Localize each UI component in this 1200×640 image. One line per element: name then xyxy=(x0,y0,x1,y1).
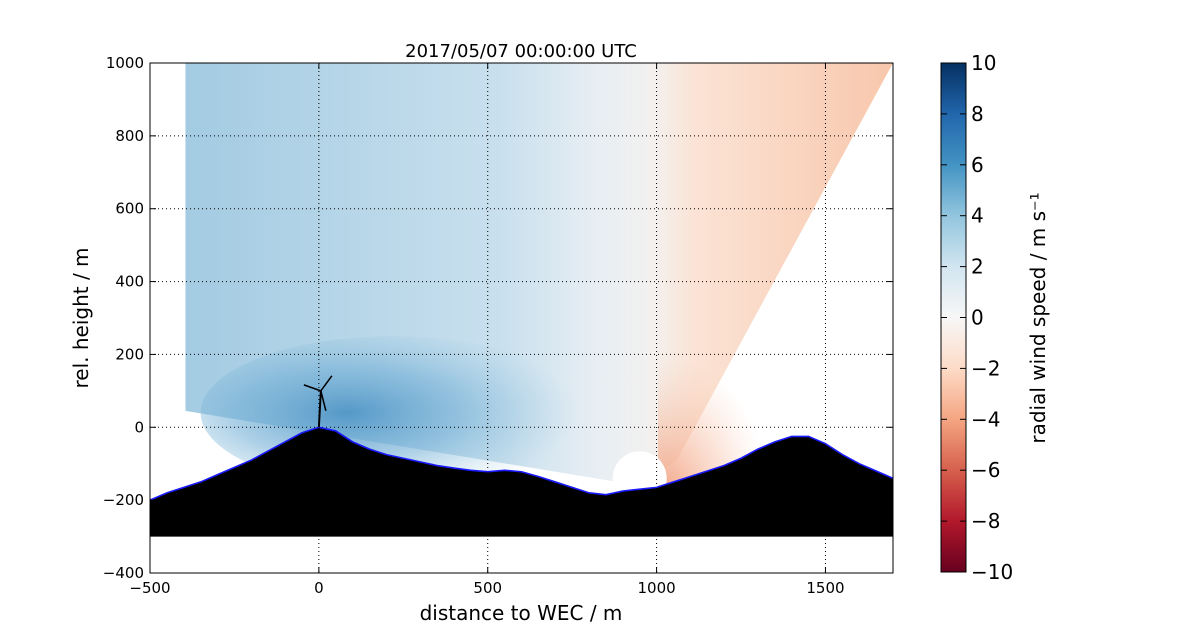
y-axis: −400 −200 0 200 400 600 800 1000 xyxy=(103,54,893,582)
y-tick-label: 0 xyxy=(134,418,144,436)
y-tick-label: −400 xyxy=(103,564,144,582)
colorbar-tick-label: −2 xyxy=(971,356,1000,380)
y-tick-label: 1000 xyxy=(106,54,144,72)
colorbar-label: radial wind speed / m s⁻¹ xyxy=(1026,192,1050,443)
y-axis-label: rel. height / m xyxy=(69,247,93,388)
wec-turbine xyxy=(303,375,333,428)
terrain-outline xyxy=(150,426,893,501)
colorbar-tick-label: −8 xyxy=(971,509,1000,533)
x-tick-label: 0 xyxy=(314,579,324,597)
terrain xyxy=(150,426,893,537)
colorbar-tick-label: 10 xyxy=(971,51,996,75)
wec-blade xyxy=(320,390,327,412)
colorbar-tick-label: 2 xyxy=(971,255,984,279)
chart-title: 2017/05/07 00:00:00 UTC xyxy=(405,41,637,62)
y-tick-label: 800 xyxy=(115,127,144,145)
x-axis-label: distance to WEC / m xyxy=(420,601,623,625)
colorbar-tick-label: 0 xyxy=(971,306,984,330)
wec-blade xyxy=(303,384,322,392)
y-tick-label: 400 xyxy=(115,273,144,291)
wec-blade xyxy=(320,375,333,392)
x-tick-label: 1500 xyxy=(806,579,844,597)
colorbar-tick-label: 6 xyxy=(971,153,984,177)
x-tick-label: −500 xyxy=(129,579,170,597)
x-axis: −500 0 500 1000 1500 xyxy=(129,63,845,597)
x-tick-label: 500 xyxy=(473,579,502,597)
colorbar: 10 8 6 4 2 0 −2 −4 −6 −8 −10 radial wind speed / m… xyxy=(940,51,1050,584)
colorbar-tick-label: 8 xyxy=(971,102,984,126)
terrain-fill xyxy=(150,427,893,537)
colorbar-ticks: 10 8 6 4 2 0 −2 −4 −6 −8 −10 xyxy=(941,51,1013,584)
colorbar-tick-label: −10 xyxy=(971,560,1013,584)
y-tick-label: 200 xyxy=(115,345,144,363)
colorbar-tick-label: −6 xyxy=(971,458,1000,482)
colorbar-tick-label: −4 xyxy=(971,407,1000,431)
y-tick-label: −200 xyxy=(103,491,144,509)
wec-tower xyxy=(317,390,322,428)
x-tick-label: 1000 xyxy=(637,579,675,597)
y-tick-label: 600 xyxy=(115,200,144,218)
plot-frame xyxy=(149,62,894,574)
colorbar-tick-label: 4 xyxy=(971,204,984,228)
